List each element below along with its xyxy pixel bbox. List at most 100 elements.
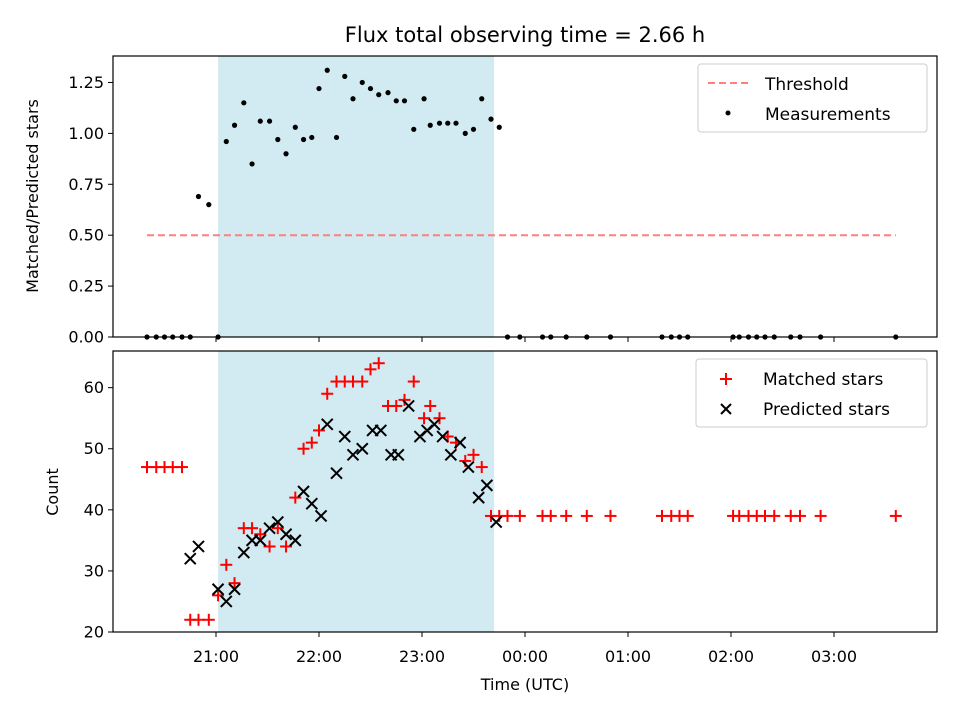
predicted-star-marker [321, 418, 334, 431]
predicted-star-marker [220, 595, 233, 608]
measurement-point [376, 92, 382, 98]
predicted-star-marker [453, 436, 467, 449]
measurement-point [367, 85, 374, 92]
matched-star-marker [398, 393, 411, 406]
matched-star-marker [356, 375, 369, 388]
measurement-point [393, 98, 399, 104]
measurement-point [445, 120, 451, 126]
matched-star-marker [212, 589, 225, 602]
matched-star-marker [580, 509, 593, 522]
matched-star-marker [364, 363, 377, 376]
predicted-star-marker [263, 521, 276, 535]
matched-star-marker [220, 558, 233, 571]
measurement-point [427, 122, 433, 128]
measurement-point [223, 138, 229, 145]
top-y-tick-label: 0.25 [68, 277, 104, 296]
measurement-point [421, 96, 427, 102]
matched-star-marker [271, 522, 284, 535]
legend-matched-swatch [720, 373, 732, 385]
predicted-star-marker [436, 430, 449, 443]
bottom-y-tick-label: 20 [84, 623, 104, 642]
measurement-point [359, 79, 365, 86]
predicted-star-marker [279, 528, 293, 541]
matched-star-marker [176, 461, 189, 474]
matched-star-marker [202, 613, 215, 626]
matched-star-marker [254, 528, 267, 541]
predicted-star-marker [489, 515, 503, 529]
bottom-y-tick-label: 40 [84, 500, 104, 519]
predicted-star-marker [289, 534, 302, 547]
top-y-tick-label: 0.00 [68, 328, 104, 347]
matched-star-marker [321, 387, 334, 400]
predicted-star-marker [314, 509, 328, 523]
bottom-y-tick-label: 60 [84, 378, 104, 397]
top-panel: Flux total observing time = 2.66 h 0.00 0… [23, 23, 938, 347]
matched-star-marker [475, 461, 488, 474]
legend-threshold-label: Threshold [764, 75, 849, 95]
measurement-point [436, 120, 443, 126]
bottom-panel: 20 30 40 50 60 21:00 22:00 23:00 00:00 01:00 02:0… [43, 350, 938, 694]
matched-star-marker [501, 509, 514, 522]
top-chart-title: Flux total observing time = 2.66 h [345, 23, 705, 47]
measurement-point [479, 96, 485, 102]
top-y-tick-label: 1.00 [68, 124, 104, 143]
predicted-star-marker [305, 497, 318, 510]
bottom-x-tick-label: 03:00 [811, 647, 857, 666]
matched-star-marker [560, 509, 573, 522]
matched-star-marker [814, 509, 827, 522]
bottom-x-tick-label: 02:00 [708, 647, 754, 666]
bottom-x-tick-label: 00:00 [502, 647, 548, 666]
matched-star-marker [297, 442, 310, 455]
predicted-star-marker [254, 534, 267, 547]
measurement-point [275, 136, 281, 143]
top-y-tick-label: 1.25 [68, 73, 104, 92]
predicted-star-marker [356, 442, 369, 455]
measurement-point [309, 134, 315, 141]
measurement-point [195, 193, 202, 200]
predicted-star-marker [228, 583, 241, 596]
top-legend: Threshold Measurements [697, 63, 928, 133]
measurement-point [292, 124, 298, 130]
predicted-star-marker [480, 479, 494, 492]
predicted-star-marker [237, 546, 251, 559]
legend-predicted-swatch [720, 403, 732, 415]
measurement-point [257, 118, 263, 124]
predicted-star-marker [392, 448, 405, 462]
top-shade-rect [218, 56, 495, 337]
bottom-y-tick-label: 30 [84, 561, 104, 580]
predicted-star-marker [271, 515, 285, 529]
bottom-x-tick-label: 21:00 [193, 647, 239, 666]
predicted-star-marker [330, 466, 343, 480]
measurements-series [144, 67, 899, 340]
bottom-x-tick-label: 01:00 [605, 647, 651, 666]
measurement-point [401, 98, 408, 104]
top-y-ticks: 0.00 0.25 0.50 0.75 1.00 1.25 [68, 73, 113, 347]
matched-star-marker [418, 412, 431, 425]
predicted-star-marker [444, 448, 458, 462]
measurement-point [385, 90, 391, 96]
predicted-star-marker [374, 424, 388, 437]
bottom-x-ticks: 21:00 22:00 23:00 00:00 01:00 02:00 03:00 [193, 632, 857, 666]
legend-measurements-swatch [725, 110, 731, 116]
predicted-stars-series [184, 399, 503, 608]
top-legend-box [697, 63, 928, 133]
measurement-point [411, 126, 417, 132]
matched-star-marker [289, 491, 302, 504]
measurement-point [350, 96, 356, 102]
bottom-shade-rect [218, 351, 495, 632]
predicted-star-marker [428, 418, 441, 431]
measurement-point [333, 134, 340, 141]
measurement-point [462, 130, 468, 136]
legend-predicted-label: Predicted stars [763, 400, 890, 420]
matched-star-marker [889, 509, 902, 522]
matched-star-marker [544, 509, 557, 522]
measurement-point [342, 73, 348, 79]
bottom-x-tick-label: 22:00 [296, 647, 342, 666]
measurement-point [496, 124, 502, 130]
matched-star-marker [768, 509, 781, 522]
measurement-point [316, 85, 322, 92]
bottom-y-axis-label: Count [43, 468, 62, 516]
matched-star-marker [794, 509, 807, 522]
predicted-star-marker [297, 485, 310, 498]
measurement-point [231, 122, 238, 128]
